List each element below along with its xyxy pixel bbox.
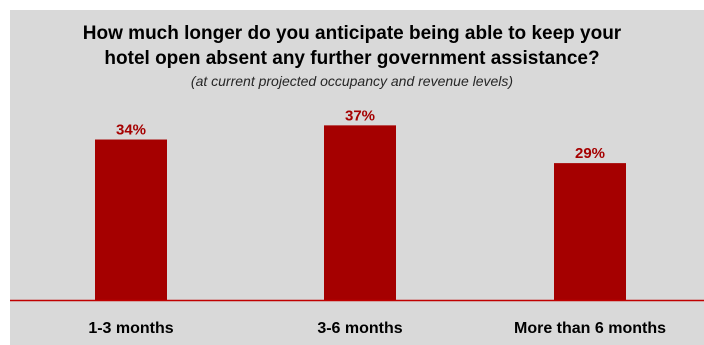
data-label-1: 34%: [116, 122, 146, 139]
bar-1: [95, 139, 167, 300]
chart-title-line-2: hotel open absent any further government…: [104, 48, 600, 69]
bar-2: [324, 125, 396, 300]
chart-subtitle: (at current projected occupancy and reve…: [190, 73, 514, 89]
data-label-2: 37%: [345, 107, 375, 124]
chart-title-line-1: How much longer do you anticipate being …: [82, 23, 622, 44]
category-label-1: 1-3 months: [88, 320, 173, 337]
category-label-3: More than 6 months: [514, 320, 666, 337]
category-label-2: 3-6 months: [317, 320, 402, 337]
bar-3: [554, 163, 626, 300]
data-label-3: 29%: [575, 145, 605, 162]
